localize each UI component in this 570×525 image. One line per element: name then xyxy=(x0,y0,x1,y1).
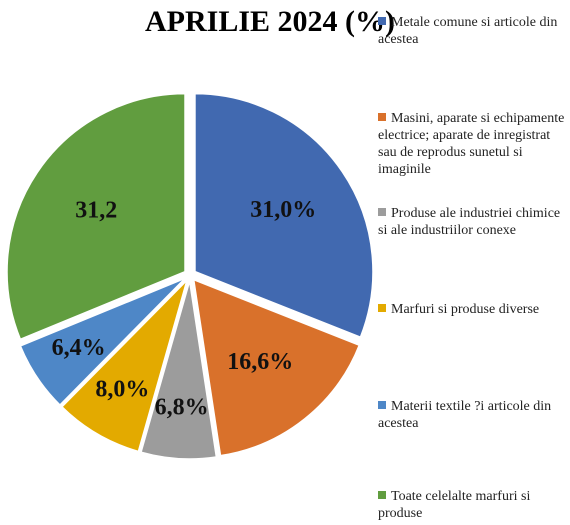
pie-slice xyxy=(140,280,218,460)
legend-label: Toate celelalte marfuri si produse xyxy=(378,489,531,521)
legend-entry: Toate celelalte marfuri si produse xyxy=(378,488,568,522)
legend-entry: Marfuri si produse diverse xyxy=(378,301,568,318)
legend-swatch xyxy=(378,304,386,312)
legend-label: Marfuri si produse diverse xyxy=(391,302,540,317)
legend-entry: Produse ale industriei chimice si ale in… xyxy=(378,205,568,239)
pie-slice xyxy=(60,279,188,453)
legend-label: Produse ale industriei chimice si ale in… xyxy=(378,206,561,238)
legend-label: Materii textile ?i articole din acestea xyxy=(378,399,552,431)
pie-slice xyxy=(192,278,361,457)
data-label: 6,8% xyxy=(155,394,209,420)
legend-swatch xyxy=(378,401,386,409)
legend-entry: Masini, aparate si echipamente electrice… xyxy=(378,110,568,178)
legend-label: Masini, aparate si echipamente electrice… xyxy=(378,111,565,177)
data-label: 6,4% xyxy=(52,335,106,361)
legend-entry: Materii textile ?i articole din acestea xyxy=(378,398,568,432)
pie-slice xyxy=(194,92,374,339)
legend-swatch xyxy=(378,491,386,499)
data-label: 16,6% xyxy=(227,349,293,375)
legend-swatch xyxy=(378,208,386,216)
data-label: 31,0% xyxy=(250,197,316,223)
legend-swatch xyxy=(378,113,386,121)
pie-slice xyxy=(6,92,186,341)
pie-slice xyxy=(19,277,186,407)
data-label: 31,2 xyxy=(75,198,117,224)
legend-entry: Metale comune si articole din acestea xyxy=(378,14,568,48)
chart-title: APRILIE 2024 (%) xyxy=(145,5,395,38)
legend-swatch xyxy=(378,17,386,25)
legend-label: Metale comune si articole din acestea xyxy=(378,15,558,47)
data-label: 8,0% xyxy=(95,376,149,402)
